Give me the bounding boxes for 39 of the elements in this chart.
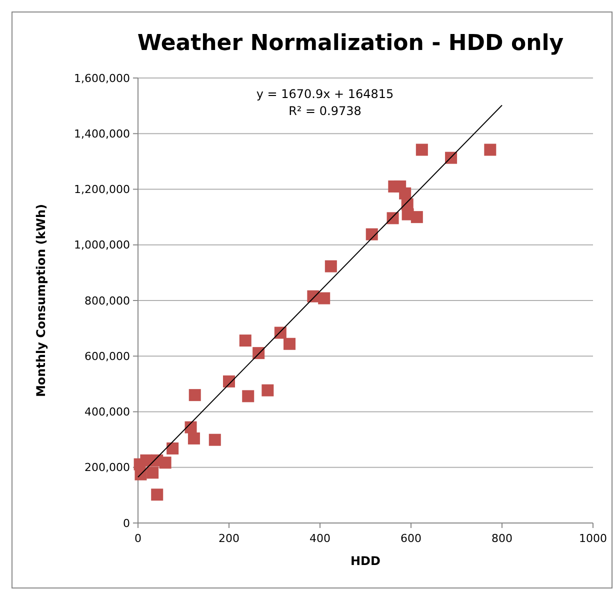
point <box>239 334 252 347</box>
y-tick-label: 1,600,000 <box>74 72 130 85</box>
point <box>410 211 423 224</box>
x-tick-label: 1000 <box>579 532 607 545</box>
point <box>284 338 296 350</box>
chart-title: Weather Normalization - HDD only <box>137 31 564 56</box>
y-tick-label: 800,000 <box>84 294 130 308</box>
y-tick-label: 1,000,000 <box>74 238 130 252</box>
point <box>484 144 496 156</box>
point <box>324 260 337 272</box>
y-tick-label: 1,200,000 <box>74 183 130 196</box>
y-axis-title: Monthly Consumption (kWh) <box>34 204 48 398</box>
x-tick-label: 400 <box>310 532 330 545</box>
x-tick-label: 0 <box>134 532 142 545</box>
point <box>318 292 330 304</box>
point <box>223 375 235 388</box>
point <box>188 389 201 402</box>
point <box>166 442 179 454</box>
x-tick-label: 200 <box>218 532 240 545</box>
x-axis-title: HDD <box>350 554 381 568</box>
point <box>366 228 378 240</box>
point <box>188 432 200 444</box>
y-tick-label: 200,000 <box>84 461 130 474</box>
point <box>262 384 274 396</box>
y-tick-label: 400,000 <box>84 406 130 419</box>
annotation: R² = 0.9738 <box>288 104 362 118</box>
point <box>134 468 147 480</box>
x-tick-label: 800 <box>492 532 512 545</box>
y-tick-label: 0 <box>123 516 130 530</box>
point <box>416 144 428 156</box>
y-tick-label: 1,400,000 <box>74 127 130 140</box>
point <box>151 488 164 501</box>
point <box>399 187 412 200</box>
annotation: y = 1670.9x + 164815 <box>256 87 394 101</box>
point <box>242 390 254 402</box>
point <box>208 434 221 446</box>
y-tick-label: 600,000 <box>84 350 130 363</box>
point <box>146 466 159 479</box>
x-tick-label: 600 <box>400 532 422 545</box>
